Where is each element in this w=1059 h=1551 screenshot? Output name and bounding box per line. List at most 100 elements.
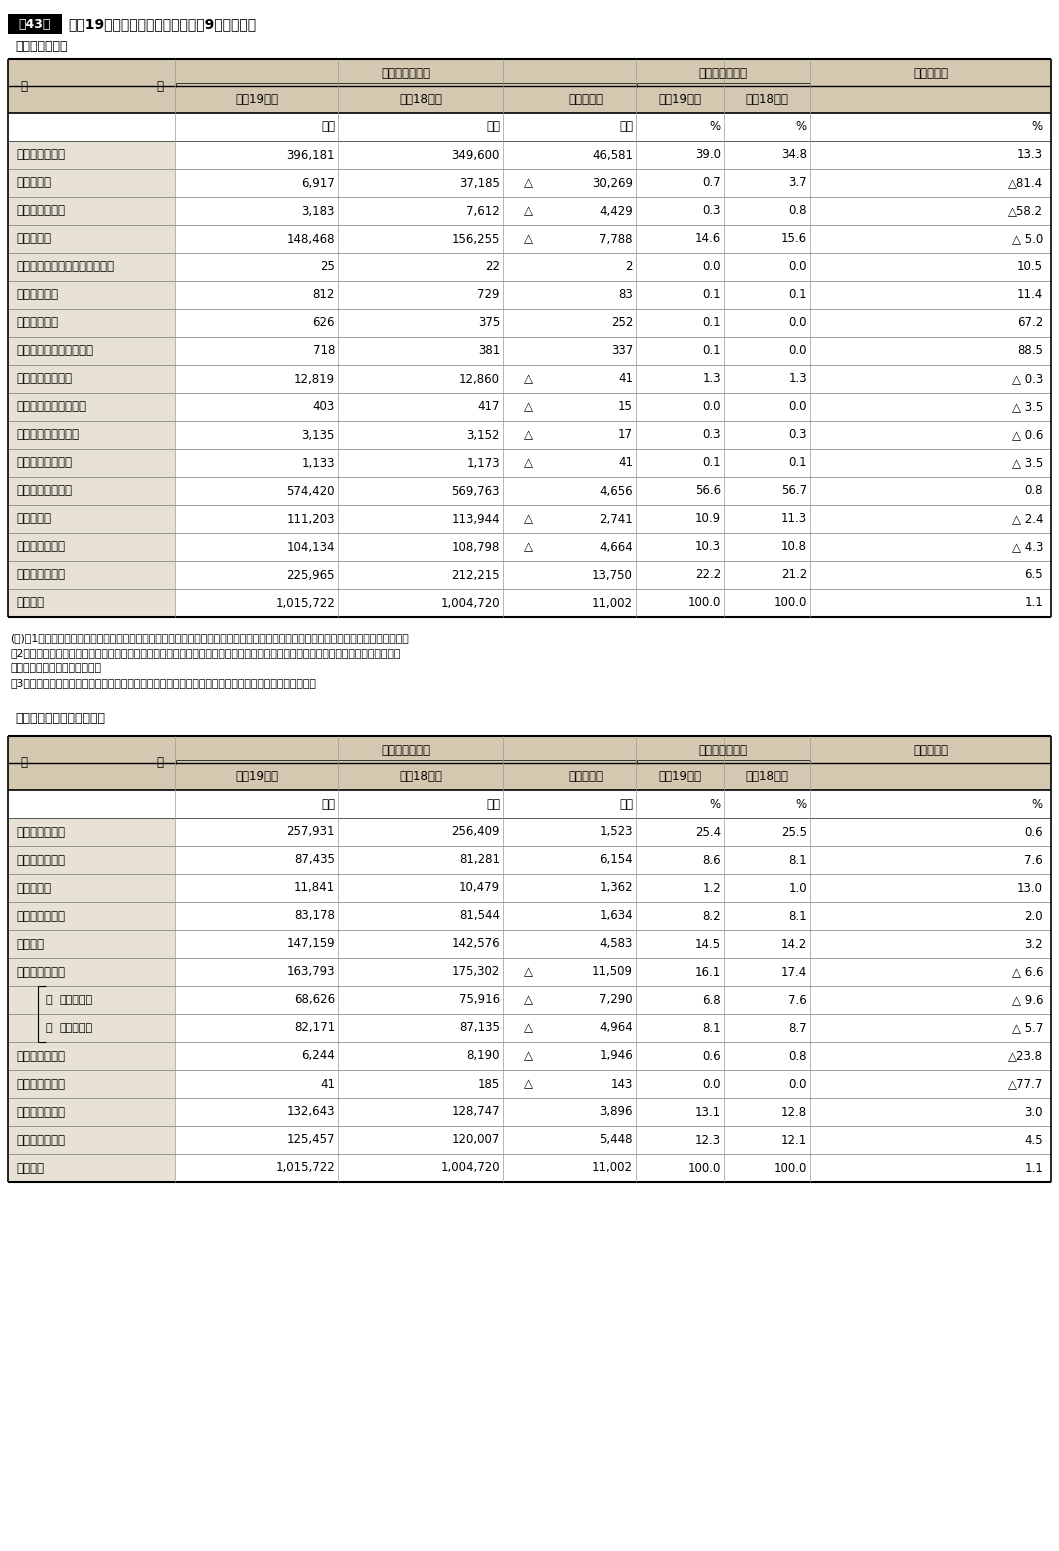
- Text: 1,362: 1,362: [599, 881, 633, 895]
- Text: 3,135: 3,135: [302, 428, 335, 442]
- Text: 0.6: 0.6: [702, 1050, 721, 1062]
- Bar: [8, 1070, 175, 1098]
- Text: 公　　債　　費: 公 債 費: [16, 1106, 65, 1118]
- Text: 分: 分: [156, 79, 163, 93]
- Text: 0.0: 0.0: [789, 344, 807, 357]
- Text: 補助費等: 補助費等: [16, 937, 44, 951]
- Text: 68,626: 68,626: [294, 994, 335, 1007]
- Text: ゴルフ場利用税交付金: ゴルフ場利用税交付金: [16, 400, 86, 414]
- Text: 分: 分: [156, 757, 163, 769]
- Text: 10,479: 10,479: [459, 881, 500, 895]
- Text: 718: 718: [312, 344, 335, 357]
- Bar: [8, 59, 1051, 113]
- Text: 4.5: 4.5: [1024, 1134, 1043, 1146]
- Text: 1,173: 1,173: [466, 456, 500, 470]
- Text: 375: 375: [478, 316, 500, 329]
- Text: 256,409: 256,409: [451, 825, 500, 839]
- Text: 56.7: 56.7: [780, 484, 807, 498]
- Bar: [8, 448, 175, 478]
- Text: 25.5: 25.5: [780, 825, 807, 839]
- Text: △58.2: △58.2: [1008, 205, 1043, 217]
- Text: 増　減　率: 増 減 率: [913, 744, 948, 757]
- Text: △ 9.6: △ 9.6: [1011, 994, 1043, 1007]
- Text: 億円: 億円: [486, 121, 500, 133]
- Bar: [8, 253, 175, 281]
- Text: 維持補修費: 維持補修費: [16, 881, 51, 895]
- Text: 地方交付税: 地方交付税: [16, 233, 51, 245]
- Text: △: △: [524, 1022, 533, 1035]
- Bar: [8, 589, 175, 617]
- Text: △: △: [524, 512, 533, 526]
- Text: 平成18年度: 平成18年度: [399, 769, 442, 783]
- Text: 111,203: 111,203: [287, 512, 335, 526]
- Bar: [8, 337, 175, 364]
- Text: 396,181: 396,181: [287, 149, 335, 161]
- Text: 163,793: 163,793: [287, 966, 335, 979]
- Text: 1,015,722: 1,015,722: [275, 597, 335, 610]
- Bar: [8, 141, 175, 169]
- Text: 337: 337: [611, 344, 633, 357]
- Text: △: △: [524, 400, 533, 414]
- Text: 1.3: 1.3: [702, 372, 721, 386]
- Text: 0.8: 0.8: [789, 205, 807, 217]
- Text: 平成19年度: 平成19年度: [659, 769, 701, 783]
- Text: %: %: [1031, 121, 1043, 133]
- Text: 国庫支出金: 国庫支出金: [16, 512, 51, 526]
- Text: 125,457: 125,457: [287, 1134, 335, 1146]
- Text: △: △: [524, 177, 533, 189]
- Text: 12.1: 12.1: [780, 1134, 807, 1146]
- Text: %: %: [710, 121, 721, 133]
- Text: △: △: [524, 205, 533, 217]
- Text: 3　「国庫支出金」には、交通安全対策特別交付金及び国有提供施設等所在市町村助成交付金を含む。: 3 「国庫支出金」には、交通安全対策特別交付金及び国有提供施設等所在市町村助成交…: [10, 678, 316, 689]
- Bar: [8, 364, 175, 392]
- Text: 113,944: 113,944: [451, 512, 500, 526]
- Text: 225,965: 225,965: [287, 569, 335, 582]
- Text: 46,581: 46,581: [592, 149, 633, 161]
- Text: 6,917: 6,917: [301, 177, 335, 189]
- Text: △: △: [524, 233, 533, 245]
- Text: 128,747: 128,747: [451, 1106, 500, 1118]
- Text: 87,435: 87,435: [294, 853, 335, 867]
- Text: △81.4: △81.4: [1008, 177, 1043, 189]
- Text: 7,612: 7,612: [466, 205, 500, 217]
- Text: 100.0: 100.0: [774, 1162, 807, 1174]
- Text: その１　歳　入: その１ 歳 入: [15, 39, 68, 53]
- Text: 11,509: 11,509: [592, 966, 633, 979]
- Text: 12,819: 12,819: [294, 372, 335, 386]
- Text: 83: 83: [618, 288, 633, 301]
- Text: 億円: 億円: [486, 797, 500, 811]
- Text: 3.7: 3.7: [788, 177, 807, 189]
- Text: △ 4.3: △ 4.3: [1011, 540, 1043, 554]
- Bar: [8, 561, 175, 589]
- Bar: [8, 817, 175, 845]
- Text: 0.0: 0.0: [789, 1078, 807, 1090]
- Text: 4,964: 4,964: [599, 1022, 633, 1035]
- Bar: [8, 169, 175, 197]
- Text: 0.6: 0.6: [1024, 825, 1043, 839]
- Text: 0.1: 0.1: [788, 288, 807, 301]
- Text: 10.9: 10.9: [695, 512, 721, 526]
- Text: 30,269: 30,269: [592, 177, 633, 189]
- Text: 0.8: 0.8: [789, 1050, 807, 1062]
- Text: 381: 381: [478, 344, 500, 357]
- Text: 104,134: 104,134: [287, 540, 335, 554]
- Text: 1.1: 1.1: [1024, 1162, 1043, 1174]
- Text: 1,004,720: 1,004,720: [441, 1162, 500, 1174]
- Text: 歳入合計: 歳入合計: [16, 597, 44, 610]
- Text: 7,290: 7,290: [599, 994, 633, 1007]
- Bar: [8, 1126, 175, 1154]
- Text: 0.0: 0.0: [789, 400, 807, 414]
- Text: 22: 22: [485, 261, 500, 273]
- Text: 8.1: 8.1: [788, 909, 807, 923]
- Text: 83,178: 83,178: [294, 909, 335, 923]
- Text: 14.6: 14.6: [695, 233, 721, 245]
- Text: 6,154: 6,154: [599, 853, 633, 867]
- Text: △ 0.3: △ 0.3: [1011, 372, 1043, 386]
- Text: ずれにも計上されない。: ずれにも計上されない。: [10, 662, 101, 673]
- Text: 0.1: 0.1: [702, 316, 721, 329]
- Text: 120,007: 120,007: [451, 1134, 500, 1146]
- Text: 地方特例交付金: 地方特例交付金: [16, 205, 65, 217]
- Text: 平成19年度: 平成19年度: [659, 93, 701, 105]
- Text: 0.0: 0.0: [702, 261, 721, 273]
- Text: 第43表: 第43表: [19, 17, 51, 31]
